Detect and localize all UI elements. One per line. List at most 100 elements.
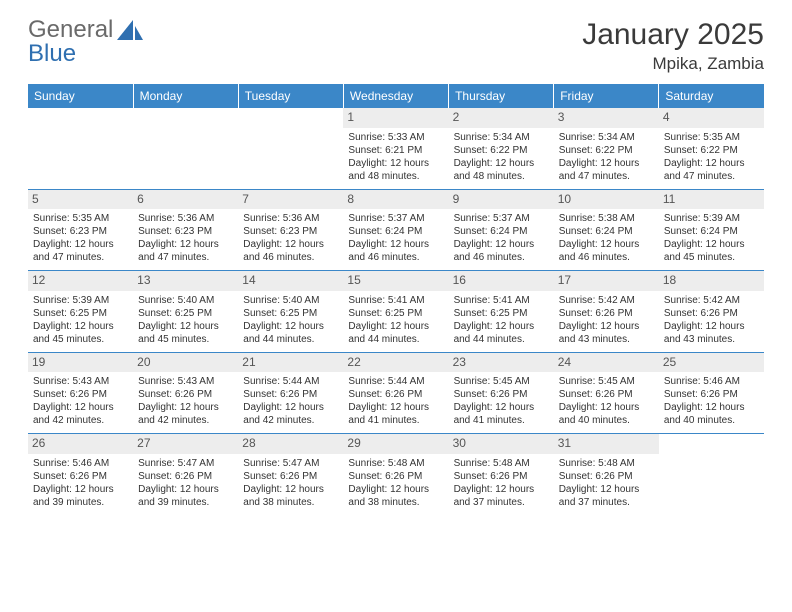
logo-sail-icon [117, 20, 143, 42]
day-number: 29 [343, 434, 448, 454]
sunrise-line: Sunrise: 5:41 AM [454, 294, 549, 307]
calendar-day-cell: 13 Sunrise: 5:40 AMSunset: 6:25 PMDayligh… [133, 271, 238, 352]
day-info: Sunrise: 5:41 AMSunset: 6:25 PMDaylight:… [347, 294, 444, 346]
calendar-day-cell: 1Sunrise: 5:33 AMSunset: 6:21 PMDaylight… [343, 108, 448, 189]
daylight-line: Daylight: 12 hours and 40 minutes. [664, 401, 759, 427]
day-info: Sunrise: 5:33 AMSunset: 6:21 PMDaylight:… [347, 131, 444, 183]
calendar-day-cell: 7 Sunrise: 5:36 AMSunset: 6:23 PMDaylight… [238, 190, 343, 271]
calendar-day-cell: 9Sunrise: 5:37 AMSunset: 6:24 PMDaylight… [449, 190, 554, 271]
day-header: Wednesday [343, 84, 448, 108]
calendar-day-cell [133, 108, 238, 189]
sunset-line: Sunset: 6:26 PM [348, 470, 443, 483]
day-number: 16 [449, 271, 554, 291]
sunset-line: Sunset: 6:22 PM [559, 144, 654, 157]
sunrise-line: Sunrise: 5:45 AM [454, 375, 549, 388]
sunrise-line: Sunrise: 5:48 AM [348, 457, 443, 470]
sunrise-line: Sunrise: 5:48 AM [454, 457, 549, 470]
daylight-line: Daylight: 12 hours and 43 minutes. [664, 320, 759, 346]
daylight-line: Daylight: 12 hours and 48 minutes. [454, 157, 549, 183]
sunset-line: Sunset: 6:26 PM [559, 388, 654, 401]
sunrise-line: Sunrise: 5:48 AM [559, 457, 654, 470]
sunset-line: Sunset: 6:26 PM [33, 388, 128, 401]
sunset-line: Sunset: 6:25 PM [348, 307, 443, 320]
calendar-day-cell [28, 108, 133, 189]
sunrise-line: Sunrise: 5:38 AM [559, 212, 654, 225]
day-number: 5 [28, 190, 133, 210]
sunrise-line: Sunrise: 5:39 AM [33, 294, 128, 307]
day-number: 13 [133, 271, 238, 291]
sunset-line: Sunset: 6:26 PM [33, 470, 128, 483]
daylight-line: Daylight: 12 hours and 46 minutes. [348, 238, 443, 264]
sunset-line: Sunset: 6:23 PM [138, 225, 233, 238]
day-number: 17 [554, 271, 659, 291]
daylight-line: Daylight: 12 hours and 47 minutes. [33, 238, 128, 264]
day-info: Sunrise: 5:44 AMSunset: 6:26 PMDaylight:… [347, 375, 444, 427]
sunrise-line: Sunrise: 5:46 AM [664, 375, 759, 388]
sunrise-line: Sunrise: 5:37 AM [454, 212, 549, 225]
calendar-week-row: 19Sunrise: 5:43 AMSunset: 6:26 PMDayligh… [28, 353, 764, 434]
day-info: Sunrise: 5:39 AMSunset: 6:24 PMDaylight:… [663, 212, 760, 264]
calendar-day-cell: 17 Sunrise: 5:42 AMSunset: 6:26 PMDayligh… [554, 271, 659, 352]
day-info: Sunrise: 5:40 AMSunset: 6:25 PMDaylight:… [242, 294, 339, 346]
calendar-day-cell: 28Sunrise: 5:47 AMSunset: 6:26 PMDayligh… [238, 434, 343, 515]
sunset-line: Sunset: 6:23 PM [33, 225, 128, 238]
day-info: Sunrise: 5:38 AMSunset: 6:24 PMDaylight:… [558, 212, 655, 264]
day-info: Sunrise: 5:48 AMSunset: 6:26 PMDaylight:… [558, 457, 655, 509]
day-info: Sunrise: 5:40 AMSunset: 6:25 PMDaylight:… [137, 294, 234, 346]
calendar-day-cell: 8Sunrise: 5:37 AMSunset: 6:24 PMDaylight… [343, 190, 448, 271]
day-info: Sunrise: 5:36 AMSunset: 6:23 PMDaylight:… [137, 212, 234, 264]
calendar-day-cell: 22Sunrise: 5:44 AMSunset: 6:26 PMDayligh… [343, 353, 448, 434]
day-number: 15 [343, 271, 448, 291]
day-info: Sunrise: 5:45 AMSunset: 6:26 PMDaylight:… [453, 375, 550, 427]
calendar-day-cell: 23Sunrise: 5:45 AMSunset: 6:26 PMDayligh… [449, 353, 554, 434]
sunset-line: Sunset: 6:24 PM [454, 225, 549, 238]
day-header: Thursday [449, 84, 554, 108]
daylight-line: Daylight: 12 hours and 44 minutes. [243, 320, 338, 346]
day-info: Sunrise: 5:35 AMSunset: 6:22 PMDaylight:… [663, 131, 760, 183]
sunset-line: Sunset: 6:26 PM [664, 307, 759, 320]
sunrise-line: Sunrise: 5:42 AM [559, 294, 654, 307]
day-number: 25 [659, 353, 764, 373]
sunrise-line: Sunrise: 5:43 AM [138, 375, 233, 388]
sunrise-line: Sunrise: 5:35 AM [33, 212, 128, 225]
day-number: 30 [449, 434, 554, 454]
day-number: 31 [554, 434, 659, 454]
sunset-line: Sunset: 6:23 PM [243, 225, 338, 238]
sunset-line: Sunset: 6:26 PM [138, 388, 233, 401]
daylight-line: Daylight: 12 hours and 46 minutes. [243, 238, 338, 264]
sunrise-line: Sunrise: 5:41 AM [348, 294, 443, 307]
sunset-line: Sunset: 6:26 PM [559, 470, 654, 483]
day-number: 19 [28, 353, 133, 373]
day-info: Sunrise: 5:47 AMSunset: 6:26 PMDaylight:… [242, 457, 339, 509]
day-number: 7 [238, 190, 343, 210]
day-info: Sunrise: 5:42 AMSunset: 6:26 PMDaylight:… [663, 294, 760, 346]
calendar-day-cell: 26Sunrise: 5:46 AMSunset: 6:26 PMDayligh… [28, 434, 133, 515]
daylight-line: Daylight: 12 hours and 42 minutes. [33, 401, 128, 427]
calendar-day-cell: 14 Sunrise: 5:40 AMSunset: 6:25 PMDayligh… [238, 271, 343, 352]
day-info: Sunrise: 5:37 AMSunset: 6:24 PMDaylight:… [453, 212, 550, 264]
sunset-line: Sunset: 6:25 PM [33, 307, 128, 320]
day-header: Sunday [28, 84, 133, 108]
calendar-day-cell: 6Sunrise: 5:36 AMSunset: 6:23 PMDaylight… [133, 190, 238, 271]
day-number: 9 [449, 190, 554, 210]
sunrise-line: Sunrise: 5:36 AM [243, 212, 338, 225]
day-info: Sunrise: 5:42 AMSunset: 6:26 PMDaylight:… [558, 294, 655, 346]
calendar-day-cell: 10Sunrise: 5:38 AMSunset: 6:24 PMDayligh… [554, 190, 659, 271]
calendar-week-row: 1Sunrise: 5:33 AMSunset: 6:21 PMDaylight… [28, 108, 764, 189]
day-info: Sunrise: 5:34 AMSunset: 6:22 PMDaylight:… [558, 131, 655, 183]
calendar-week-row: 26Sunrise: 5:46 AMSunset: 6:26 PMDayligh… [28, 434, 764, 515]
day-number: 4 [659, 108, 764, 128]
day-info: Sunrise: 5:44 AMSunset: 6:26 PMDaylight:… [242, 375, 339, 427]
sunset-line: Sunset: 6:22 PM [664, 144, 759, 157]
sunrise-line: Sunrise: 5:44 AM [243, 375, 338, 388]
sunrise-line: Sunrise: 5:35 AM [664, 131, 759, 144]
month-title: January 2025 [582, 18, 764, 52]
day-number: 20 [133, 353, 238, 373]
day-number: 14 [238, 271, 343, 291]
sunset-line: Sunset: 6:24 PM [664, 225, 759, 238]
calendar-day-cell: 18Sunrise: 5:42 AMSunset: 6:26 PMDayligh… [659, 271, 764, 352]
day-header: Friday [554, 84, 659, 108]
sunset-line: Sunset: 6:24 PM [348, 225, 443, 238]
calendar-day-cell: 5 Sunrise: 5:35 AMSunset: 6:23 PMDaylight… [28, 190, 133, 271]
calendar-day-cell: 27Sunrise: 5:47 AMSunset: 6:26 PMDayligh… [133, 434, 238, 515]
